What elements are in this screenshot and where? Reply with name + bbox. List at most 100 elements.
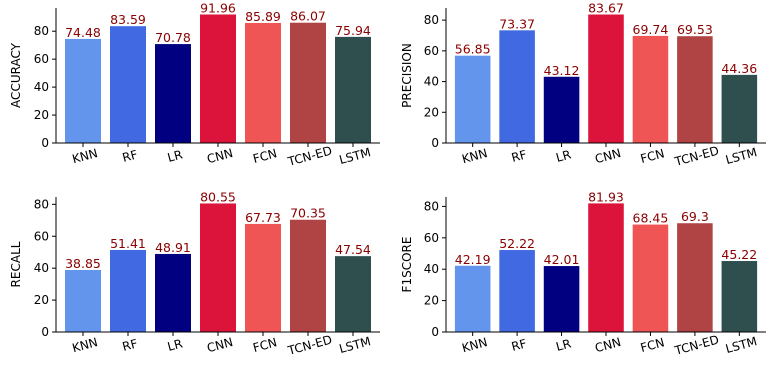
x-tick-label-tcn-ed: TCN-ED xyxy=(672,144,720,169)
value-label-lstm: 44.36 xyxy=(721,61,757,76)
value-label-rf: 51.41 xyxy=(110,236,146,251)
bar-tcn-ed xyxy=(677,223,713,332)
y-tick-label: 0 xyxy=(41,325,49,339)
bar-lr xyxy=(543,76,580,143)
value-label-lstm: 47.54 xyxy=(335,242,371,257)
x-tick-label-lr: LR xyxy=(554,336,572,353)
y-tick-label: 40 xyxy=(34,80,49,94)
x-tick-label-knn: KNN xyxy=(71,146,100,166)
precision-chart: 56.85 KNN 73.37 RF 43.12 LR 83.67 CNN 69.74 FCN 69… xyxy=(400,1,766,169)
y-tick-label: 0 xyxy=(431,325,439,339)
value-label-knn: 38.85 xyxy=(65,256,101,271)
value-label-fcn: 69.74 xyxy=(633,22,669,37)
y-tick-label: 60 xyxy=(34,52,49,66)
x-tick-label-lstm: LSTM xyxy=(724,334,759,356)
bar-cnn xyxy=(588,14,624,143)
x-tick-label-tcn-ed: TCN-ED xyxy=(672,333,720,358)
bar-lstm xyxy=(335,36,371,144)
value-label-lstm: 45.22 xyxy=(721,247,757,262)
value-label-lr: 70.78 xyxy=(155,30,191,45)
y-tick-label: 60 xyxy=(34,229,49,243)
x-tick-label-knn: KNN xyxy=(71,335,100,355)
bar-tcn-ed xyxy=(290,219,326,332)
x-tick-label-fcn: FCN xyxy=(639,146,666,166)
x-tick-label-lstm: LSTM xyxy=(338,145,373,167)
value-label-cnn: 80.55 xyxy=(200,189,236,204)
y-tick-label: 40 xyxy=(424,262,439,276)
value-label-rf: 73.37 xyxy=(499,16,535,31)
y-tick-label: 20 xyxy=(424,294,439,308)
bar-fcn xyxy=(632,35,669,143)
value-label-rf: 83.59 xyxy=(110,12,146,27)
y-tick-label: 0 xyxy=(41,136,49,150)
value-label-tcn-ed: 69.53 xyxy=(677,22,713,37)
y-tick-label: 80 xyxy=(424,13,439,27)
bar-cnn xyxy=(200,203,236,332)
y-tick-label: 80 xyxy=(424,199,439,213)
bar-knn xyxy=(454,265,491,332)
x-tick-label-knn: KNN xyxy=(460,146,489,166)
x-tick-label-fcn: FCN xyxy=(251,146,278,166)
accuracy-chart: 74.48 KNN 83.59 RF 70.78 LR 91.96 CNN 85.89 FCN 86… xyxy=(9,0,380,169)
x-tick-label-cnn: CNN xyxy=(593,335,622,355)
value-label-rf: 52.22 xyxy=(499,236,535,251)
y-tick-label: 80 xyxy=(34,24,49,38)
recall-chart: 38.85 KNN 51.41 RF 48.91 LR 80.55 CNN 67.73 FCN 70… xyxy=(9,189,380,358)
x-tick-label-lr: LR xyxy=(554,147,572,164)
bar-knn xyxy=(65,38,101,143)
bar-knn xyxy=(454,55,491,143)
value-label-fcn: 68.45 xyxy=(633,211,669,226)
value-label-tcn-ed: 69.3 xyxy=(681,209,709,224)
x-tick-label-lstm: LSTM xyxy=(724,145,759,167)
y-tick-label: 60 xyxy=(424,231,439,245)
value-label-lr: 48.91 xyxy=(155,240,191,255)
x-tick-label-cnn: CNN xyxy=(205,335,234,355)
value-label-lr: 42.01 xyxy=(544,252,580,267)
y-axis-label: F1SCORE xyxy=(400,237,414,293)
f1score-chart: 42.19 KNN 52.22 RF 42.01 LR 81.93 CNN 68.45 FCN 69… xyxy=(400,189,766,358)
bar-fcn xyxy=(245,22,281,143)
value-label-cnn: 83.67 xyxy=(588,1,624,16)
bar-lr xyxy=(155,253,191,332)
bar-lstm xyxy=(721,261,758,332)
bar-fcn xyxy=(632,224,669,332)
x-tick-label-tcn-ed: TCN-ED xyxy=(285,144,333,169)
y-axis-label: ACCURACY xyxy=(9,42,23,108)
x-tick-label-rf: RF xyxy=(510,147,528,164)
bar-cnn xyxy=(200,14,236,144)
x-tick-label-knn: KNN xyxy=(460,335,489,355)
value-label-fcn: 67.73 xyxy=(245,210,281,225)
x-tick-label-fcn: FCN xyxy=(251,335,278,355)
value-label-cnn: 91.96 xyxy=(200,0,236,15)
value-label-fcn: 85.89 xyxy=(245,9,281,24)
y-axis-label: RECALL xyxy=(9,241,23,287)
y-tick-label: 20 xyxy=(424,105,439,119)
x-tick-label-cnn: CNN xyxy=(593,146,622,166)
value-label-cnn: 81.93 xyxy=(588,189,624,204)
value-label-knn: 74.48 xyxy=(65,25,101,40)
y-tick-label: 40 xyxy=(34,261,49,275)
bar-lstm xyxy=(335,256,371,332)
y-tick-label: 60 xyxy=(424,44,439,58)
bar-lr xyxy=(543,266,580,332)
value-label-knn: 42.19 xyxy=(455,252,491,267)
x-tick-label-cnn: CNN xyxy=(205,146,234,166)
y-tick-label: 20 xyxy=(34,293,49,307)
x-tick-label-fcn: FCN xyxy=(639,335,666,355)
x-tick-label-tcn-ed: TCN-ED xyxy=(285,333,333,358)
x-tick-label-rf: RF xyxy=(121,147,139,164)
bar-lr xyxy=(155,44,191,143)
y-tick-label: 20 xyxy=(34,108,49,122)
x-tick-label-lstm: LSTM xyxy=(338,334,373,356)
bar-knn xyxy=(65,270,101,332)
x-tick-label-lr: LR xyxy=(166,336,184,353)
x-tick-label-rf: RF xyxy=(121,336,139,353)
value-label-lr: 43.12 xyxy=(544,63,580,78)
value-label-tcn-ed: 86.07 xyxy=(290,9,326,24)
bar-rf xyxy=(499,30,535,143)
value-label-knn: 56.85 xyxy=(455,42,491,57)
y-axis-label: PRECISION xyxy=(400,43,414,108)
y-tick-label: 40 xyxy=(424,75,439,89)
x-tick-label-lr: LR xyxy=(166,147,184,164)
